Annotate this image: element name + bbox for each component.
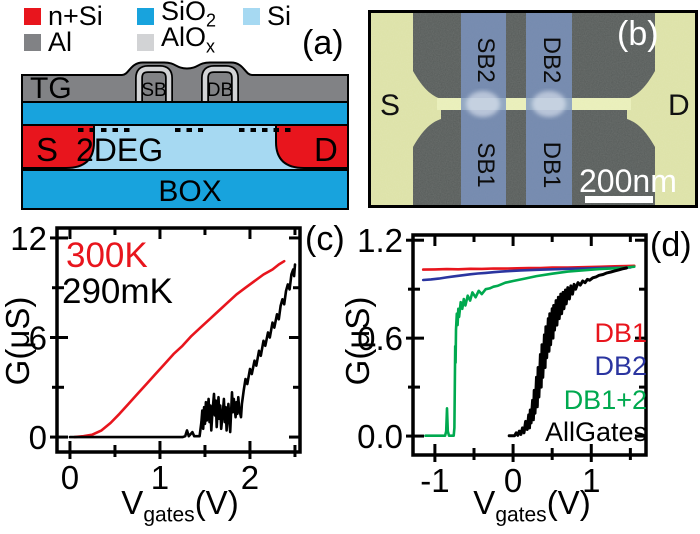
nsi-swatch [24, 7, 41, 25]
panel-d-legend-db1: DB1 [594, 318, 647, 348]
sio2-layer [21, 101, 349, 126]
alox-swatch [137, 33, 154, 51]
legend-item-alox: AlOx [137, 24, 215, 57]
plot-frame [411, 233, 648, 457]
plot-frame [55, 226, 302, 454]
series-DB1+2 [424, 265, 636, 437]
drain-label: D [314, 131, 338, 168]
series-AllGates [507, 266, 628, 438]
sb-gate-alox-liner [136, 66, 172, 102]
si-swatch [243, 7, 260, 25]
scalebar [585, 196, 653, 203]
series-300K [73, 259, 286, 439]
sb-label: SB [141, 80, 166, 101]
2deg-label: 2DEG [76, 132, 163, 168]
legend-label-sio2: SiO [161, 0, 207, 27]
panel-c-label-300K: 300K [66, 236, 148, 275]
sem-sb-dot-blob [466, 91, 500, 117]
panel-letter-d: (d) [650, 226, 692, 264]
box-layer [21, 169, 349, 210]
panel-d-legend-db1p2: DB1+2 [563, 385, 647, 415]
panel-d-chart: -1 0 1 0.0 0.6 1.2 [357, 222, 648, 499]
panel-d-legend-allgates: AllGates [544, 417, 647, 447]
sio2-swatch [137, 7, 154, 25]
device-schematic: TG SB DB S 2DEG D BOX [21, 61, 349, 210]
y-tick-label: 6 [29, 320, 47, 357]
legend-label-nsi: n+Si [48, 1, 103, 31]
legend-label-sio2-sub: 2 [206, 10, 217, 31]
legend-item-sio2: SiO2 [137, 0, 216, 31]
source-label: S [36, 131, 58, 168]
legend-item-nsi: n+Si [24, 3, 103, 30]
y-tick-label: 0.6 [357, 320, 403, 357]
panel-c-xlabel: Vgates(V) [121, 484, 239, 527]
panel-d-legend-db2: DB2 [594, 351, 647, 381]
series-290mK [68, 263, 297, 439]
panel-c-ylabel: G(μS) [0, 296, 36, 386]
sem-label-sb1: SB1 [472, 142, 499, 188]
tg-label: TG [30, 72, 72, 105]
y-tick-label: 0.0 [357, 418, 403, 455]
series-DB2 [421, 266, 632, 282]
legend-label-alox: AlO [161, 22, 207, 53]
sem-label-db2: DB2 [538, 36, 565, 84]
legend-label-al: Al [48, 27, 73, 57]
x-tick-label: -1 [420, 462, 449, 499]
panel-d-ylabel: G(μS) [339, 296, 376, 386]
sem-label-sb2: SB2 [472, 37, 499, 83]
box-label: BOX [158, 175, 221, 208]
x-tick-label: 0 [61, 459, 79, 496]
x-tick-label: 1 [151, 459, 169, 496]
y-tick-label: 12 [10, 220, 47, 257]
scalebar-label: 200nm [579, 163, 677, 199]
db-label: DB [207, 80, 233, 101]
x-tick-label: 0 [504, 462, 522, 499]
db-gate-alox-liner [202, 66, 238, 102]
sem-db-dot-blob [532, 91, 566, 117]
panel-letter-a: (a) [302, 24, 344, 62]
y-tick-label: 1.2 [357, 222, 403, 259]
legend-item-al: Al [24, 29, 72, 56]
al-swatch [24, 33, 41, 51]
sem-drain-label: D [668, 89, 690, 122]
sem-source-label: S [380, 89, 401, 122]
sem-label-db1: DB1 [538, 141, 565, 189]
series-DB1 [421, 264, 636, 271]
source-region [21, 124, 95, 169]
legend-label-si: Si [267, 1, 292, 31]
top-gate-layer [21, 61, 349, 103]
legend-label-alox-sub: x [206, 36, 216, 57]
x-tick-label: 1 [582, 462, 600, 499]
sem-image: SB2 DB2 SB1 DB1 S D (b) 200nm [368, 10, 698, 208]
panel-letter-b: (b) [617, 15, 659, 53]
legend-item-si: Si [243, 3, 291, 30]
drain-region [275, 124, 349, 169]
sem-graphic [371, 13, 695, 205]
panel-d-xlabel: Vgates(V) [473, 484, 591, 527]
x-tick-label: 2 [241, 459, 259, 496]
panel-letter-c: (c) [305, 220, 345, 258]
y-tick-label: 0 [29, 419, 47, 456]
panel-c-label-290mK: 290mK [62, 272, 173, 311]
